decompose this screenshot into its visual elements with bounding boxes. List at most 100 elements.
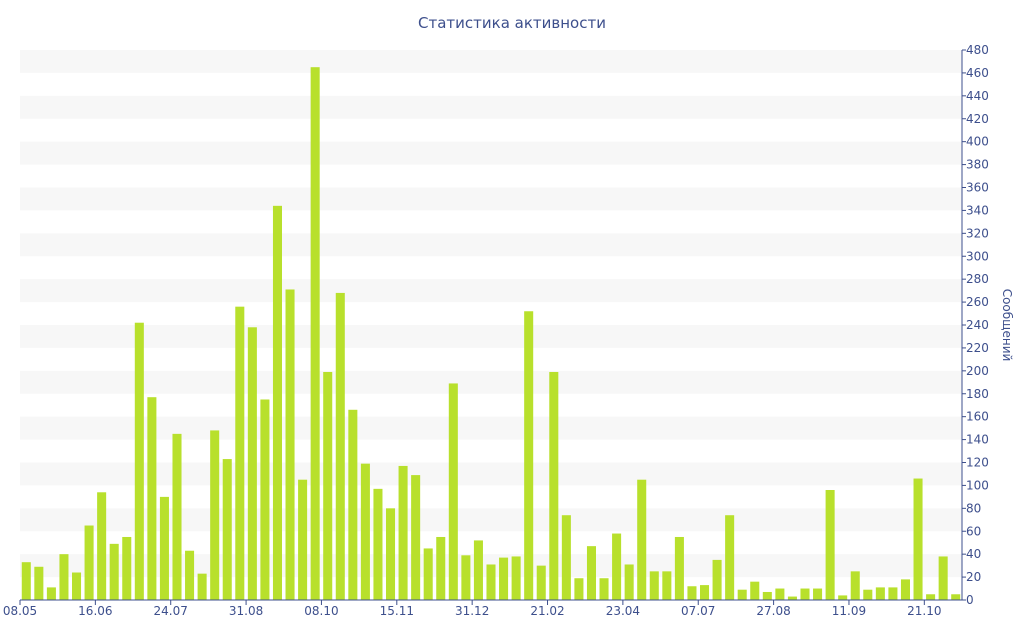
grid-band [20,325,962,348]
bar [913,478,923,600]
y-tick-label: 100 [966,478,989,492]
y-tick-label: 80 [966,501,981,515]
y-axis-ticks: 0 20 40 60 80 100 120 140 160 180 200 220 240 260 280 3… [962,43,989,607]
bar [272,205,282,600]
y-tick-label: 200 [966,364,989,378]
grid-band [20,416,962,440]
bar [235,306,245,600]
bar [775,588,785,600]
bar [147,397,157,600]
bar [222,459,232,600]
bar [373,488,383,600]
bar [285,289,295,600]
bar [486,564,496,600]
y-tick-label: 360 [966,181,989,195]
y-tick-label: 240 [966,318,989,332]
y-tick-label: 0 [966,593,974,607]
x-tick-label: 21.10 [907,604,941,618]
bar [159,496,169,601]
bar [762,591,772,600]
x-tick-label: 27.08 [756,604,790,618]
bar [310,67,320,600]
bar [461,555,471,600]
bar [386,508,396,600]
y-tick-label: 380 [966,158,989,172]
x-tick-label: 31.12 [455,604,489,618]
y-tick-label: 140 [966,433,989,447]
bar [97,492,107,600]
bar [210,430,220,600]
bar [122,536,132,600]
bar [900,579,910,601]
bar [411,475,421,600]
x-tick-label: 23.04 [606,604,640,618]
bar [863,589,873,600]
y-tick-label: 320 [966,226,989,240]
bar [21,562,31,600]
bar [185,550,195,600]
bar [348,409,358,600]
y-tick-label: 20 [966,570,981,584]
bar [360,463,370,600]
bar [511,556,521,600]
bar [737,589,747,600]
bar [323,371,333,600]
bar [34,566,44,600]
y-tick-label: 300 [966,249,989,263]
bar [524,311,534,600]
bar [298,479,308,600]
y-tick-label: 280 [966,272,989,286]
bar [586,546,596,600]
bar [662,571,672,600]
grid-band [20,370,962,394]
y-tick-label: 400 [966,135,989,149]
x-tick-label: 11.09 [832,604,866,618]
bar [674,536,684,600]
grid-band [20,279,962,303]
bar [574,578,584,600]
y-tick-label: 60 [966,524,981,538]
grid-band [20,50,962,73]
bar [637,479,647,600]
bar [725,515,735,600]
bar [247,327,257,600]
x-tick-label: 15.11 [380,604,414,618]
grid-band [20,233,962,257]
bar [46,587,56,600]
bar [838,595,848,600]
y-tick-label: 440 [966,89,989,103]
x-axis-ticks: 08.05 16.06 24.07 31.08 08.10 15.11 31.12 21.02… [3,600,941,618]
bar [335,292,345,600]
bar [951,594,961,600]
chart-title: Статистика активности [418,14,606,32]
y-tick-label: 180 [966,387,989,401]
bar [700,585,710,600]
bar [84,525,94,600]
y-axis-title: Сообщений [1000,289,1014,362]
x-tick-label: 21.02 [530,604,564,618]
bar [750,581,760,600]
y-tick-label: 480 [966,43,989,57]
bar [473,540,483,600]
bar [499,557,509,600]
grid-band [20,141,962,165]
bar [549,371,559,600]
bar [172,433,182,600]
bar [398,465,408,600]
bar [926,594,936,600]
bar [448,383,458,600]
bar [599,578,609,600]
bar [888,587,898,600]
bar [649,571,659,600]
bar [800,588,810,600]
bar [134,322,144,600]
x-tick-label: 16.06 [78,604,112,618]
y-tick-label: 260 [966,295,989,309]
grid-band [20,95,962,119]
y-tick-label: 460 [966,66,989,80]
bar [787,596,797,600]
x-tick-label: 31.08 [229,604,263,618]
bar [561,515,571,600]
y-tick-label: 220 [966,341,989,355]
bar [436,536,446,600]
